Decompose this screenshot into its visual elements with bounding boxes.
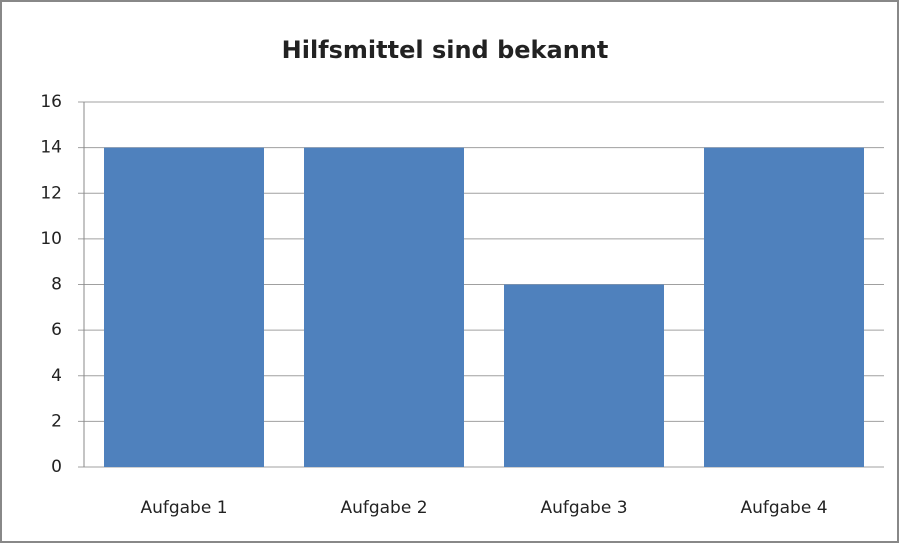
x-tick-label: Aufgabe 4 [740,498,827,518]
y-tick-label: 16 [40,92,62,112]
y-tick-label: 6 [51,320,62,340]
y-tick-label: 4 [51,366,62,386]
x-tick-label: Aufgabe 2 [340,498,427,518]
bar [304,147,464,467]
x-tick-label: Aufgabe 1 [140,498,227,518]
bar [704,147,864,467]
x-tick-label: Aufgabe 3 [540,498,627,518]
y-tick-label: 12 [40,183,62,203]
y-tick-label: 8 [51,275,62,295]
y-tick-label: 2 [51,411,62,431]
y-tick-label: 10 [40,229,62,249]
bar [104,147,264,467]
y-tick-label: 14 [40,138,62,158]
chart-title: Hilfsmittel sind bekannt [282,36,609,64]
y-tick-label: 0 [51,457,62,477]
bar [504,284,664,467]
